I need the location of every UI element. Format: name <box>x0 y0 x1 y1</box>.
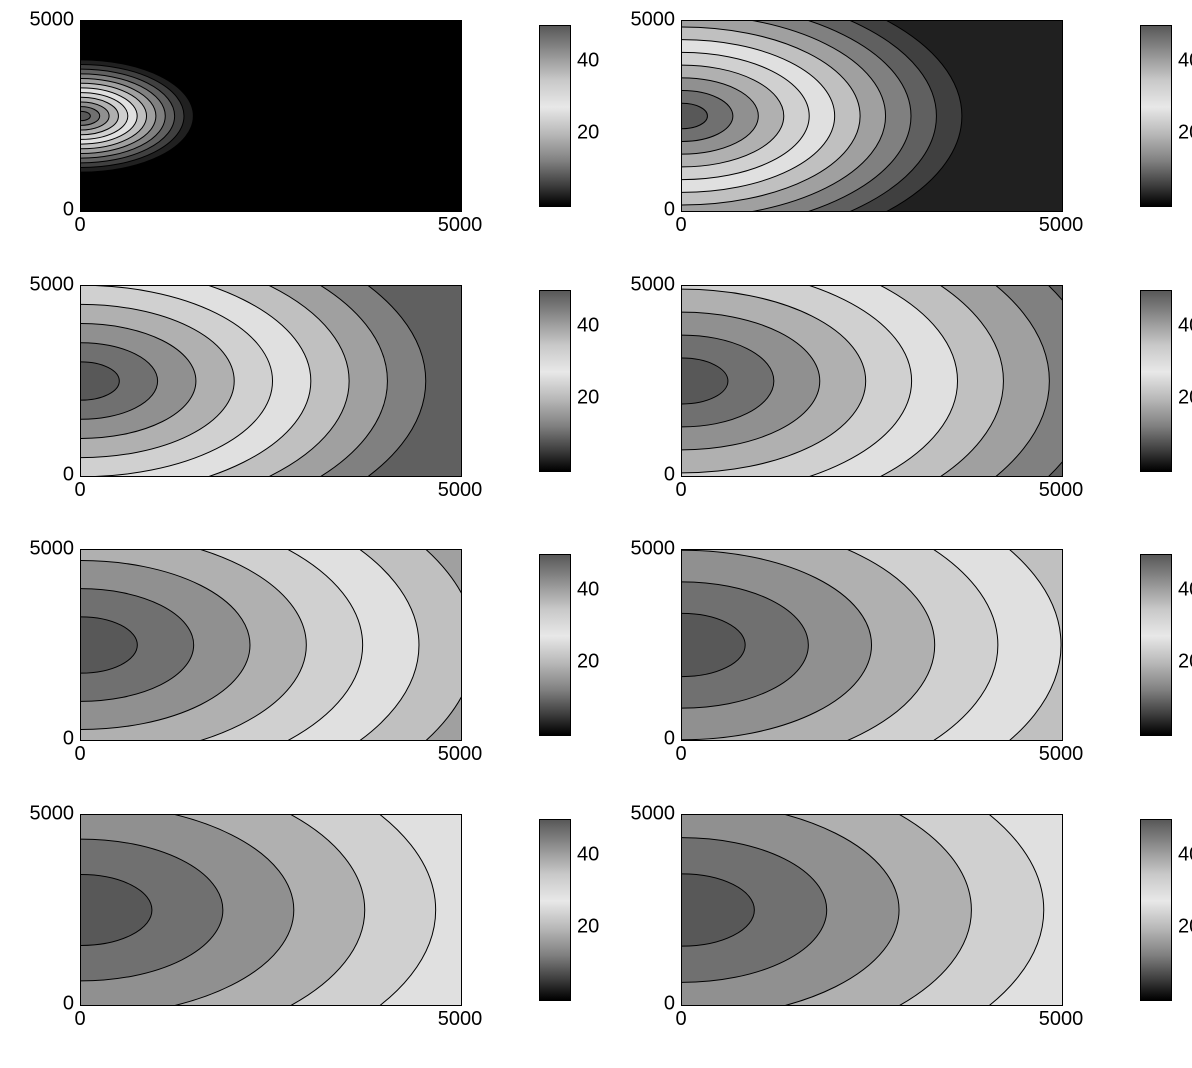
x-tick: 0 <box>74 475 85 502</box>
contour-plot <box>681 814 1063 1006</box>
colorbar-tick: 40 <box>1172 314 1192 337</box>
x-tick: 5000 <box>438 210 483 237</box>
contour-plot <box>80 20 462 212</box>
plot-area: 0500005000 <box>681 20 1120 210</box>
x-tick: 0 <box>675 1004 686 1031</box>
colorbar-tick: 20 <box>571 915 599 938</box>
contour-plot <box>80 814 462 1006</box>
colorbar-tick: 20 <box>571 122 599 145</box>
x-tick: 0 <box>74 739 85 766</box>
colorbar-tick: 20 <box>571 651 599 674</box>
x-tick: 5000 <box>1039 739 1084 766</box>
colorbar-area: 2040 <box>1140 290 1172 470</box>
contour-plot <box>681 285 1063 477</box>
colorbar-tick: 40 <box>1172 579 1192 602</box>
x-tick: 5000 <box>438 1004 483 1031</box>
colorbar-area: 2040 <box>539 290 571 470</box>
colorbar-tick: 40 <box>571 579 599 602</box>
colorbar-tick: 20 <box>1172 651 1192 674</box>
plot-area: 0500005000 <box>681 285 1120 475</box>
colorbar <box>1140 25 1172 207</box>
y-tick: 5000 <box>631 538 682 561</box>
y-tick: 5000 <box>30 9 81 32</box>
colorbar <box>1140 554 1172 736</box>
contour-plot <box>80 285 462 477</box>
colorbar-area: 2040 <box>1140 554 1172 734</box>
colorbar-tick: 20 <box>1172 122 1192 145</box>
colorbar <box>539 554 571 736</box>
x-tick: 5000 <box>438 475 483 502</box>
colorbar-tick: 40 <box>1172 50 1192 73</box>
contour-plot <box>681 549 1063 741</box>
y-tick: 5000 <box>30 538 81 561</box>
subplot-0: 0500005000 2040 <box>20 20 571 255</box>
colorbar-area: 2040 <box>539 25 571 205</box>
x-tick: 0 <box>675 210 686 237</box>
colorbar <box>1140 290 1172 472</box>
colorbar-tick: 20 <box>571 386 599 409</box>
colorbar-tick: 40 <box>571 843 599 866</box>
colorbar <box>539 819 571 1001</box>
colorbar-tick: 20 <box>1172 386 1192 409</box>
colorbar-area: 2040 <box>1140 819 1172 999</box>
x-tick: 0 <box>675 475 686 502</box>
subplot-3: 0500005000 2040 <box>621 285 1172 520</box>
subplot-6: 0500005000 2040 <box>20 814 571 1049</box>
contour-plot <box>80 549 462 741</box>
x-tick: 5000 <box>438 739 483 766</box>
subplot-5: 0500005000 2040 <box>621 549 1172 784</box>
plot-area: 0500005000 <box>80 20 519 210</box>
x-tick: 5000 <box>1039 475 1084 502</box>
y-tick: 5000 <box>631 273 682 296</box>
colorbar-tick: 40 <box>571 50 599 73</box>
x-tick: 0 <box>74 1004 85 1031</box>
colorbar-tick: 20 <box>1172 915 1192 938</box>
subplot-7: 0500005000 2040 <box>621 814 1172 1049</box>
colorbar <box>539 25 571 207</box>
y-tick: 5000 <box>30 273 81 296</box>
plot-area: 0500005000 <box>681 814 1120 1004</box>
colorbar-tick: 40 <box>1172 843 1192 866</box>
plot-area: 0500005000 <box>80 285 519 475</box>
y-tick: 5000 <box>631 9 682 32</box>
colorbar-area: 2040 <box>539 554 571 734</box>
colorbar-tick: 40 <box>571 314 599 337</box>
x-tick: 0 <box>74 210 85 237</box>
plot-area: 0500005000 <box>681 549 1120 739</box>
subplot-2: 0500005000 2040 <box>20 285 571 520</box>
x-tick: 5000 <box>1039 210 1084 237</box>
colorbar-area: 2040 <box>1140 25 1172 205</box>
y-tick: 5000 <box>631 802 682 825</box>
plot-area: 0500005000 <box>80 549 519 739</box>
contour-plot <box>681 20 1063 212</box>
colorbar <box>1140 819 1172 1001</box>
y-tick: 5000 <box>30 802 81 825</box>
colorbar <box>539 290 571 472</box>
subplot-4: 0500005000 2040 <box>20 549 571 784</box>
subplot-1: 0500005000 2040 <box>621 20 1172 255</box>
x-tick: 0 <box>675 739 686 766</box>
colorbar-area: 2040 <box>539 819 571 999</box>
x-tick: 5000 <box>1039 1004 1084 1031</box>
plot-area: 0500005000 <box>80 814 519 1004</box>
